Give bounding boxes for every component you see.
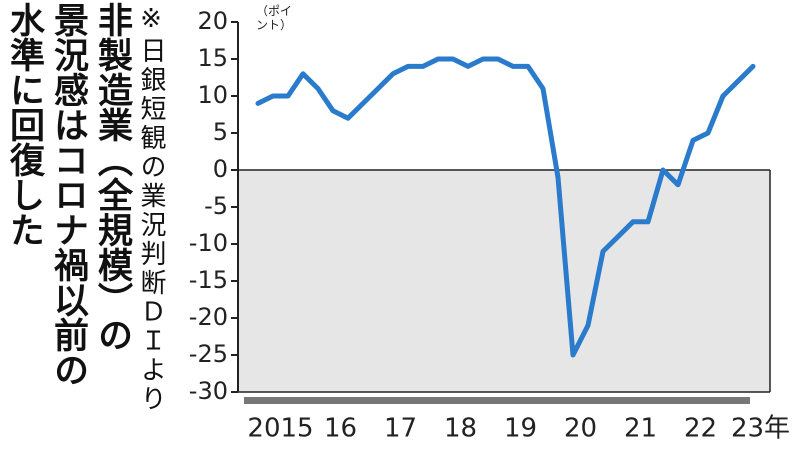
y-tick-label: 15 <box>197 44 228 72</box>
y-tick-label: 20 <box>197 7 228 35</box>
y-tick-label: -5 <box>204 192 228 220</box>
y-unit: （ポイント） <box>256 4 293 32</box>
y-tick-label: -25 <box>189 340 228 368</box>
x-tick-label: 16 <box>324 414 357 444</box>
year-bar <box>484 397 544 404</box>
year-bar <box>604 397 664 404</box>
source-note: ※日銀短観の業況判断ＤＩより <box>136 4 166 414</box>
year-bar <box>544 397 604 404</box>
title-line: 景況感はコロナ禍以前の <box>48 2 88 387</box>
y-tick-label: -10 <box>189 229 228 257</box>
x-tick-label: 19 <box>504 414 537 444</box>
x-tick-label: 2015 <box>247 414 313 444</box>
y-tick-label: -30 <box>189 377 228 405</box>
y-tick-label: 0 <box>213 155 228 183</box>
negative-area <box>238 170 770 392</box>
year-bar <box>364 397 424 404</box>
year-bar <box>724 397 750 404</box>
x-tick-label: 20 <box>564 414 597 444</box>
year-bar <box>664 397 724 404</box>
year-bar <box>244 397 304 404</box>
x-tick-label: 18 <box>444 414 477 444</box>
y-tick-label: 10 <box>197 81 228 109</box>
x-tick-label: 17 <box>384 414 417 444</box>
year-bar <box>424 397 484 404</box>
x-tick-label: 22 <box>684 414 717 444</box>
x-tick-label: 23年 <box>731 414 790 444</box>
x-tick-label: 21 <box>624 414 657 444</box>
y-tick-label: -20 <box>189 303 228 331</box>
title-line: 水準に回復した <box>4 2 44 247</box>
y-tick-label: -15 <box>189 266 228 294</box>
title-line: 非製造業（全規模）の <box>92 2 132 352</box>
year-bar <box>304 397 364 404</box>
y-tick-label: 5 <box>213 118 228 146</box>
data-line <box>255 56 756 358</box>
